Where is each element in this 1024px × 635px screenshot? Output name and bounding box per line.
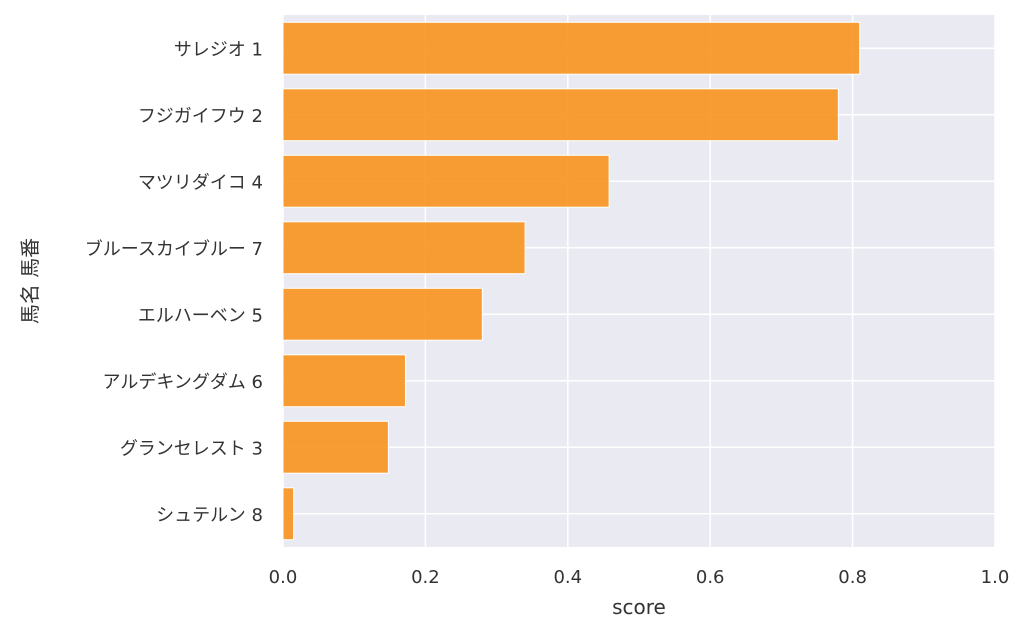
y-tick-label: ブルースカイブルー 7 [85,238,263,260]
x-tick-label: 0.0 [269,567,298,588]
bar [282,287,483,341]
bar [282,420,389,474]
bar [282,221,526,275]
x-tick-label: 1.0 [981,567,1010,588]
x-tick-label: 0.8 [838,567,867,588]
y-tick-label: アルデキングダム 6 [103,372,263,393]
x-tick-labels: 0.0 0.2 0.4 0.6 0.8 1.0 [269,567,1010,588]
x-tick-label: 0.4 [553,567,582,588]
y-tick-label: エルハーベン 5 [138,305,263,326]
y-axis-label: 馬名 馬番 [18,238,42,324]
bar [282,487,295,541]
bar [282,88,839,142]
y-tick-label: グランセレスト 3 [120,438,263,459]
x-tick-label: 0.6 [696,567,725,588]
y-tick-label: サレジオ 1 [174,39,263,60]
bar [282,154,610,208]
x-tick-label: 0.2 [411,567,440,588]
y-tick-label: シュテルン 8 [156,505,263,526]
y-tick-labels: サレジオ 1 フジガイフウ 2 マツリダイコ 4 ブルースカイブルー 7 エルハーベン … [85,39,263,526]
x-axis-label: score [612,595,666,619]
bar [282,354,406,408]
bars [282,21,861,541]
bar [282,21,861,75]
y-tick-label: マツリダイコ 4 [138,172,263,193]
y-tick-label: フジガイフウ 2 [138,106,263,127]
